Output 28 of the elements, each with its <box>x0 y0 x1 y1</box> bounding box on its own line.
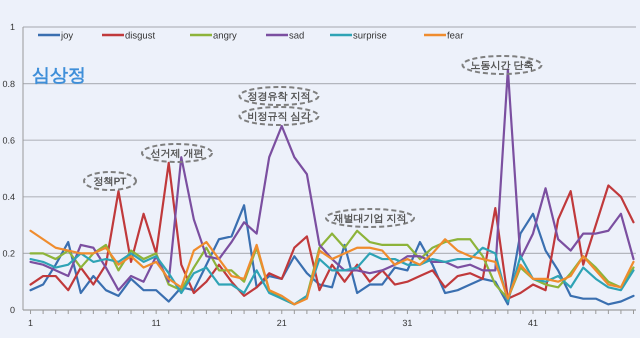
legend-label: joy <box>60 30 74 42</box>
x-tick-label: 1 <box>28 318 34 328</box>
y-tick-label: 0.8 <box>2 78 15 89</box>
annotation: 노동시간 단축 <box>470 60 534 72</box>
y-tick-label: 0.4 <box>2 192 15 202</box>
y-tick-label: 1 <box>10 22 15 32</box>
annotation: 재벌대기업 지적 <box>332 214 406 224</box>
legend-label: angry <box>213 30 238 42</box>
y-tick-label: 0.6 <box>2 135 15 146</box>
line-series <box>29 230 635 306</box>
y-tick-label: 0.2 <box>2 248 15 259</box>
x-tick-label: 11 <box>151 318 161 328</box>
annotation: 정책PT <box>94 176 126 188</box>
legend-label: sad <box>289 30 304 42</box>
line-series <box>29 246 635 306</box>
legend-label: surprise <box>353 30 387 42</box>
line-series <box>29 204 635 306</box>
legend-label: disgust <box>125 30 156 42</box>
annotation: 정경유착 지적 <box>248 92 310 102</box>
x-tick-label: 21 <box>276 318 287 328</box>
annotation: 비정규직 심각 <box>248 112 310 122</box>
legend-label: fear <box>447 30 464 42</box>
line-series <box>29 162 635 300</box>
y-tick-label: 0 <box>10 305 15 316</box>
text: 심상정 <box>32 65 86 85</box>
x-tick-label: 41 <box>528 318 538 328</box>
x-tick-label: 31 <box>402 318 412 328</box>
annotation: 선거제 개편 <box>150 148 204 160</box>
